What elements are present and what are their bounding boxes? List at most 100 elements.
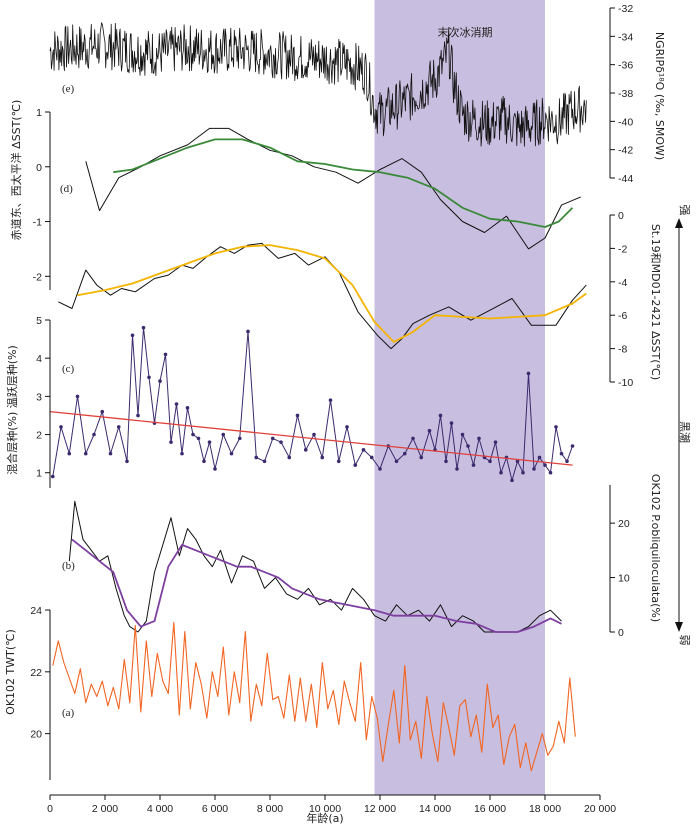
species-ratio-point — [75, 394, 80, 399]
species-ratio-point — [92, 432, 96, 437]
axis-a-tick-label: 20 — [30, 729, 42, 741]
species-ratio-point — [402, 451, 407, 456]
species-trend-line — [49, 410, 573, 466]
ngrip-series-line — [49, 22, 587, 147]
x-tick-label: 0 — [47, 803, 53, 815]
axis-d-left-tick-label: -2 — [33, 271, 42, 283]
species-ratio-point — [345, 425, 349, 429]
axis-d-right-tick-label: -8 — [618, 344, 627, 356]
axis-c-tick-label: 3 — [36, 391, 42, 403]
x-tick-label: 4 000 — [147, 803, 173, 815]
panel-label-e: (e) — [62, 83, 75, 95]
axis-e-tick-label: -32 — [618, 3, 633, 15]
current-arrow-up — [675, 218, 683, 228]
x-tick-label: 12 000 — [364, 803, 396, 815]
species-ratio-point — [353, 463, 358, 467]
arrow-label-weak: 弱 — [678, 635, 691, 646]
species-ratio-point — [191, 432, 195, 437]
axis-a-tick-label: 24 — [30, 605, 42, 617]
species-ratio-point — [108, 451, 113, 456]
x-tick-label: 10 000 — [309, 803, 341, 815]
axis-e-tick-label: -40 — [618, 116, 633, 128]
panel-label-b: (b) — [62, 560, 75, 572]
species-ratio-point — [499, 470, 503, 475]
deglaciation-label: 末次冰消期 — [438, 25, 493, 39]
ylabel-a: OK102 TWT(℃) — [4, 629, 17, 715]
x-tick-label: 20 000 — [584, 803, 616, 815]
species-ratio-point — [196, 436, 201, 441]
panel-label-c: (c) — [62, 363, 75, 375]
species-ratio-point — [369, 455, 374, 460]
arrow-label-strong: 强 — [678, 205, 691, 216]
axis-c-tick-label: 1 — [36, 468, 42, 480]
species-ratio-point — [207, 440, 212, 444]
species-ratio-point — [515, 459, 520, 464]
species-ratio-point — [526, 371, 531, 376]
species-ratio-point — [466, 444, 470, 448]
species-ratio-point — [213, 467, 217, 471]
dsst-pacific-line — [85, 127, 581, 250]
species-ratio-point — [419, 455, 424, 460]
axis-e-tick-label: -34 — [618, 31, 633, 43]
species-ratio-point — [510, 478, 514, 483]
species-ratio-point — [163, 352, 168, 357]
species-ratio-point — [180, 451, 184, 456]
species-ratio-point — [295, 413, 300, 418]
species-ratio-point — [262, 459, 267, 464]
x-tick-label: 14 000 — [419, 803, 451, 815]
species-ratio-point — [336, 459, 341, 464]
species-ratio-point — [477, 436, 481, 441]
species-ratio-point — [543, 463, 547, 467]
axis-e-tick-label: -36 — [618, 60, 633, 72]
x-tick-label: 18 000 — [529, 803, 561, 815]
ylabel-b: OK102 P.obliquiloculata(%) — [649, 474, 662, 622]
species-ratio-point — [270, 436, 275, 441]
ylabel-c: 混合层种(%) 温跃层种(%) — [5, 345, 19, 475]
species-ratio-point — [438, 413, 443, 418]
species-ratio-point — [246, 329, 250, 334]
species-ratio-point — [378, 467, 382, 471]
axis-d-right-tick-label: -10 — [618, 377, 633, 389]
species-ratio-point — [455, 467, 459, 471]
species-ratio-point — [237, 436, 242, 441]
arrow-label-kuroshio: 黑潮 — [678, 421, 692, 443]
ylabel-d-left: 赤道东、西太平洋 ΔSST(℃) — [9, 100, 23, 241]
species-ratio-point — [394, 459, 399, 464]
species-ratio-point — [136, 413, 140, 418]
species-ratio-point — [449, 421, 454, 425]
species-ratio-point — [427, 428, 432, 433]
species-ratio-point — [158, 379, 162, 383]
species-ratio-point — [229, 451, 234, 456]
axis-b-tick-label: 0 — [618, 627, 624, 639]
x-tick-label: 6 000 — [202, 803, 228, 815]
species-ratio-point — [565, 459, 569, 464]
species-ratio-point — [125, 459, 129, 464]
species-ratio-point — [59, 425, 63, 429]
species-ratio-point — [141, 325, 146, 330]
species-ratio-point — [460, 432, 465, 437]
axes-group: -32-34-36-38-40-42-4410-1-20-2-4-6-8-101… — [30, 3, 633, 780]
species-ratio-point — [130, 333, 135, 338]
species-ratio-point — [116, 425, 121, 429]
current-arrow-down — [675, 622, 683, 632]
species-ratio-point — [254, 455, 259, 460]
species-ratio-point — [67, 451, 72, 456]
plot-group — [49, 22, 587, 772]
ylabel-e: NGRIPδ¹⁸O (‰, SMOW) — [653, 32, 666, 160]
species-ratio-point — [312, 432, 316, 437]
x-tick-label: 8 000 — [257, 803, 283, 815]
axis-e-tick-label: -44 — [618, 173, 633, 185]
axis-e-tick-label: -42 — [618, 145, 633, 157]
axis-c-tick-label: 2 — [36, 430, 42, 442]
species-ratio-point — [444, 459, 448, 464]
axis-d-right-tick-label: -4 — [618, 277, 627, 289]
dsst-st19-smooth-line — [77, 244, 587, 343]
species-ratio-point — [83, 451, 88, 456]
species-ratio-point — [279, 440, 283, 444]
species-ratio-point — [303, 448, 308, 452]
species-ratio-point — [521, 470, 525, 475]
species-ratio-point — [411, 436, 415, 441]
species-ratio-point — [174, 402, 179, 406]
species-ratio-point — [554, 425, 558, 429]
